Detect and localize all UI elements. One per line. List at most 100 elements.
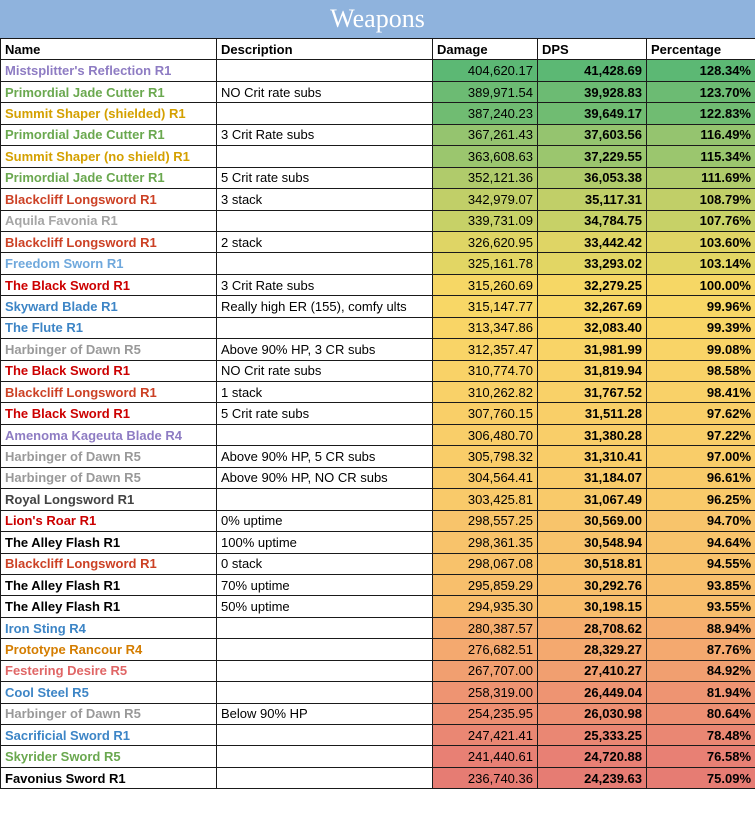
weapon-name-cell[interactable]: Freedom Sworn R1	[0, 252, 217, 275]
description-cell[interactable]: Above 90% HP, 3 CR subs	[216, 338, 433, 361]
dps-cell[interactable]: 35,117.31	[537, 188, 647, 211]
description-cell[interactable]: NO Crit rate subs	[216, 359, 433, 383]
damage-cell[interactable]: 310,774.70	[432, 359, 538, 383]
weapon-name-cell[interactable]: Summit Shaper (shielded) R1	[0, 102, 217, 125]
damage-cell[interactable]: 389,971.54	[432, 80, 538, 104]
weapon-name-cell[interactable]: Skyward Blade R1	[0, 295, 217, 318]
weapon-name-cell[interactable]: Blackcliff Longsword R1	[0, 230, 217, 254]
percentage-cell[interactable]: 103.60%	[646, 230, 755, 254]
damage-cell[interactable]: 367,261.43	[432, 123, 538, 147]
description-cell[interactable]: 3 Crit Rate subs	[216, 123, 433, 147]
dps-cell[interactable]: 27,410.27	[537, 659, 647, 683]
damage-cell[interactable]: 303,425.81	[432, 488, 538, 511]
description-cell[interactable]: Below 90% HP	[216, 702, 433, 726]
percentage-cell[interactable]: 98.58%	[646, 359, 755, 383]
percentage-cell[interactable]: 94.70%	[646, 509, 755, 533]
dps-cell[interactable]: 32,267.69	[537, 295, 647, 318]
description-cell[interactable]	[216, 59, 433, 82]
damage-cell[interactable]: 254,235.95	[432, 702, 538, 726]
weapon-name-cell[interactable]: Royal Longsword R1	[0, 488, 217, 511]
weapon-name-cell[interactable]: Primordial Jade Cutter R1	[0, 123, 217, 147]
description-cell[interactable]	[216, 209, 433, 232]
dps-cell[interactable]: 28,329.27	[537, 638, 647, 661]
weapon-name-cell[interactable]: The Flute R1	[0, 316, 217, 340]
description-cell[interactable]	[216, 423, 433, 447]
percentage-cell[interactable]: 99.39%	[646, 316, 755, 340]
description-cell[interactable]	[216, 638, 433, 661]
header-dps[interactable]: DPS	[537, 37, 647, 61]
dps-cell[interactable]: 33,442.42	[537, 230, 647, 254]
damage-cell[interactable]: 236,740.36	[432, 766, 538, 790]
damage-cell[interactable]: 315,260.69	[432, 273, 538, 297]
percentage-cell[interactable]: 94.55%	[646, 552, 755, 575]
dps-cell[interactable]: 30,548.94	[537, 531, 647, 554]
header-name[interactable]: Name	[0, 37, 217, 61]
description-cell[interactable]	[216, 659, 433, 683]
weapon-name-cell[interactable]: Mistsplitter's Reflection R1	[0, 59, 217, 82]
description-cell[interactable]	[216, 745, 433, 768]
weapon-name-cell[interactable]: Blackcliff Longsword R1	[0, 188, 217, 211]
percentage-cell[interactable]: 100.00%	[646, 273, 755, 297]
weapon-name-cell[interactable]: Harbinger of Dawn R5	[0, 702, 217, 726]
weapon-name-cell[interactable]: Harbinger of Dawn R5	[0, 466, 217, 490]
dps-cell[interactable]: 25,333.25	[537, 723, 647, 747]
weapon-name-cell[interactable]: Lion's Roar R1	[0, 509, 217, 533]
weapon-name-cell[interactable]: Iron Sting R4	[0, 616, 217, 640]
weapon-name-cell[interactable]: Blackcliff Longsword R1	[0, 380, 217, 404]
percentage-cell[interactable]: 99.08%	[646, 338, 755, 361]
percentage-cell[interactable]: 99.96%	[646, 295, 755, 318]
weapon-name-cell[interactable]: The Alley Flash R1	[0, 595, 217, 618]
percentage-cell[interactable]: 84.92%	[646, 659, 755, 683]
damage-cell[interactable]: 342,979.07	[432, 188, 538, 211]
header-description[interactable]: Description	[216, 37, 433, 61]
description-cell[interactable]: Really high ER (155), comfy ults	[216, 295, 433, 318]
percentage-cell[interactable]: 103.14%	[646, 252, 755, 275]
damage-cell[interactable]: 315,147.77	[432, 295, 538, 318]
percentage-cell[interactable]: 123.70%	[646, 80, 755, 104]
damage-cell[interactable]: 325,161.78	[432, 252, 538, 275]
damage-cell[interactable]: 339,731.09	[432, 209, 538, 232]
description-cell[interactable]: NO Crit rate subs	[216, 80, 433, 104]
percentage-cell[interactable]: 98.41%	[646, 380, 755, 404]
percentage-cell[interactable]: 96.61%	[646, 466, 755, 490]
damage-cell[interactable]: 280,387.57	[432, 616, 538, 640]
dps-cell[interactable]: 34,784.75	[537, 209, 647, 232]
damage-cell[interactable]: 267,707.00	[432, 659, 538, 683]
dps-cell[interactable]: 37,603.56	[537, 123, 647, 147]
weapon-name-cell[interactable]: The Black Sword R1	[0, 359, 217, 383]
description-cell[interactable]	[216, 616, 433, 640]
dps-cell[interactable]: 31,981.99	[537, 338, 647, 361]
percentage-cell[interactable]: 111.69%	[646, 166, 755, 190]
damage-cell[interactable]: 276,682.51	[432, 638, 538, 661]
description-cell[interactable]	[216, 766, 433, 790]
header-damage[interactable]: Damage	[432, 37, 538, 61]
weapon-name-cell[interactable]: Summit Shaper (no shield) R1	[0, 145, 217, 168]
damage-cell[interactable]: 298,067.08	[432, 552, 538, 575]
damage-cell[interactable]: 306,480.70	[432, 423, 538, 447]
percentage-cell[interactable]: 96.25%	[646, 488, 755, 511]
percentage-cell[interactable]: 108.79%	[646, 188, 755, 211]
damage-cell[interactable]: 298,361.35	[432, 531, 538, 554]
damage-cell[interactable]: 363,608.63	[432, 145, 538, 168]
description-cell[interactable]: Above 90% HP, 5 CR subs	[216, 445, 433, 468]
dps-cell[interactable]: 31,067.49	[537, 488, 647, 511]
percentage-cell[interactable]: 78.48%	[646, 723, 755, 747]
description-cell[interactable]	[216, 102, 433, 125]
weapon-name-cell[interactable]: The Black Sword R1	[0, 402, 217, 425]
dps-cell[interactable]: 26,449.04	[537, 681, 647, 704]
damage-cell[interactable]: 307,760.15	[432, 402, 538, 425]
percentage-cell[interactable]: 107.76%	[646, 209, 755, 232]
damage-cell[interactable]: 326,620.95	[432, 230, 538, 254]
damage-cell[interactable]: 241,440.61	[432, 745, 538, 768]
weapon-name-cell[interactable]: Primordial Jade Cutter R1	[0, 80, 217, 104]
dps-cell[interactable]: 30,569.00	[537, 509, 647, 533]
weapon-name-cell[interactable]: Aquila Favonia R1	[0, 209, 217, 232]
weapon-name-cell[interactable]: Primordial Jade Cutter R1	[0, 166, 217, 190]
dps-cell[interactable]: 24,720.88	[537, 745, 647, 768]
percentage-cell[interactable]: 94.64%	[646, 531, 755, 554]
weapon-name-cell[interactable]: Harbinger of Dawn R5	[0, 338, 217, 361]
percentage-cell[interactable]: 116.49%	[646, 123, 755, 147]
description-cell[interactable]	[216, 681, 433, 704]
damage-cell[interactable]: 294,935.30	[432, 595, 538, 618]
percentage-cell[interactable]: 87.76%	[646, 638, 755, 661]
